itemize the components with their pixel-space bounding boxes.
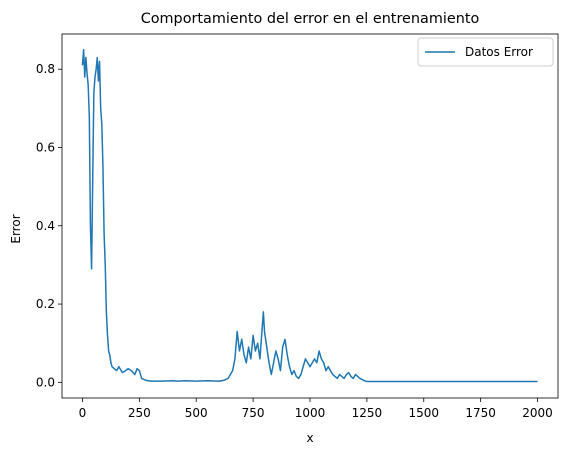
x-tick-label: 2000	[522, 406, 553, 420]
y-tick-label: 0.0	[36, 375, 55, 389]
y-axis: 0.0 0.2 0.4 0.6 0.8	[36, 62, 62, 389]
y-tick-label: 0.8	[36, 62, 55, 76]
y-tick-label: 0.6	[36, 141, 55, 155]
x-tick-label: 250	[128, 406, 151, 420]
x-axis: 0 250 500 750 1000 1250 1500 1750 2000	[79, 398, 553, 420]
x-axis-label: x	[306, 431, 313, 445]
x-tick-label: 1500	[408, 406, 439, 420]
y-tick-label: 0.4	[36, 219, 55, 233]
legend-box	[417, 37, 554, 67]
x-tick-label: 1250	[352, 406, 383, 420]
y-tick-label: 0.2	[36, 297, 55, 311]
x-tick-label: 0	[79, 406, 87, 420]
x-tick-label: 1750	[465, 406, 496, 420]
x-tick-label: 500	[185, 406, 208, 420]
x-tick-label: 1000	[295, 406, 326, 420]
legend: Datos Error	[417, 37, 554, 67]
chart-title: Comportamiento del error en el entrenami…	[141, 11, 480, 27]
series-line-datos-error	[81, 48, 538, 383]
x-tick-label: 750	[242, 406, 265, 420]
y-axis-label: Error	[9, 214, 23, 243]
legend-label: Datos Error	[465, 45, 533, 59]
